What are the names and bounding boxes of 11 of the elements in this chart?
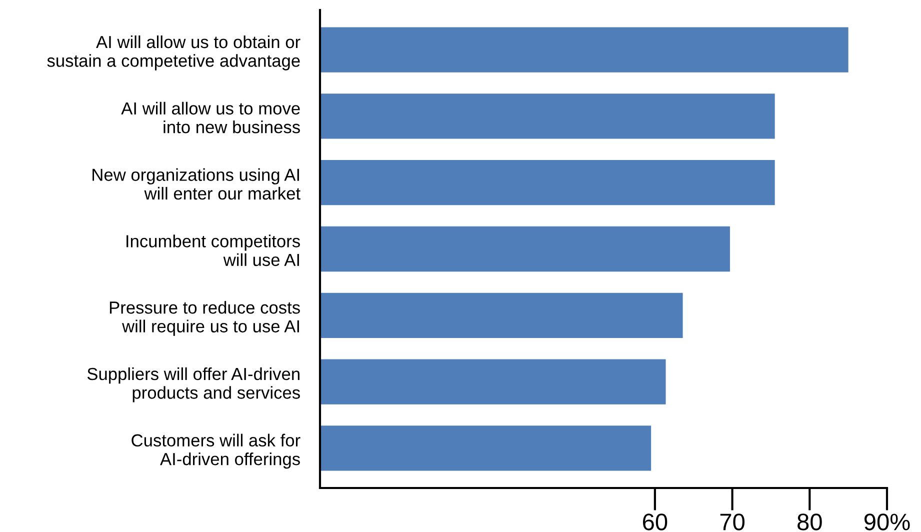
y-tick-label: Customers will ask for AI-driven offerings <box>132 434 300 469</box>
y-tick-label: New organizations using AI will enter our market <box>92 168 300 200</box>
x-tick-label: 60 <box>643 514 668 530</box>
x-tick-label: 80 <box>798 514 822 530</box>
y-tick-label: Pressure to reduce costs will require us to use AI <box>110 301 300 336</box>
y-tick-label: Incumbent competitors will use AI <box>126 234 300 266</box>
y-tick-label: AI will allow us to move into new business <box>121 102 300 134</box>
x-tick-label: 70 <box>720 514 744 530</box>
y-tick-label: AI will allow us to obtain or sustain a competetive advantage <box>47 35 300 70</box>
x-tick-label: 90% <box>864 514 910 530</box>
y-tick-label: Suppliers will offer AI-driven products and services <box>87 367 300 402</box>
